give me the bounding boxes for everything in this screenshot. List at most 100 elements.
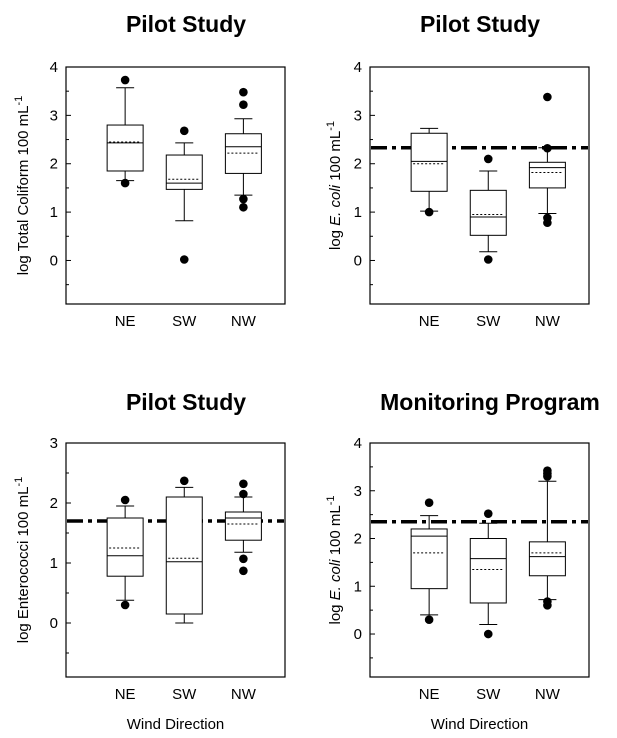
box-SW — [469, 154, 507, 264]
x-category-label: SW — [172, 686, 197, 703]
outlier-point — [543, 143, 552, 153]
outlier-point — [543, 472, 552, 481]
y-tick-label: 4 — [50, 59, 58, 76]
outlier-point — [483, 629, 493, 639]
box-iqr — [528, 541, 566, 577]
plot-frame — [369, 66, 590, 305]
x-axis-label: Wind Direction — [431, 716, 529, 733]
outlier-point — [120, 178, 130, 188]
box-iqr — [410, 132, 448, 192]
y-tick-label: 2 — [50, 495, 58, 512]
y-tick-label: 2 — [354, 156, 362, 173]
y-tick-label: 1 — [50, 204, 58, 221]
x-category-label: NE — [115, 686, 136, 703]
y-tick-label: 1 — [50, 555, 58, 572]
x-category-label: SW — [476, 313, 501, 330]
y-tick-label: 0 — [50, 252, 58, 269]
outlier-point — [239, 566, 248, 576]
outlier-point — [120, 600, 130, 610]
y-tick-label: 1 — [354, 204, 362, 221]
box-NE — [106, 495, 144, 610]
box-iqr — [469, 538, 507, 604]
plot-frame — [65, 66, 286, 305]
chart-panel-2: Pilot Study 0 1 2 3 4 log E. coli 100 mL-1 NE SW… — [325, 11, 590, 330]
x-category-label: SW — [172, 313, 197, 330]
box-SW — [165, 126, 203, 264]
outlier-point — [424, 207, 434, 217]
outlier-point — [483, 255, 493, 264]
plot-frame — [65, 442, 286, 678]
y-tick-label: 0 — [50, 615, 58, 632]
outlier-point — [239, 489, 248, 499]
y-axis-label: log E. coli 100 mL-1 — [325, 121, 344, 250]
chart-title: Pilot Study — [126, 389, 246, 415]
outlier-point — [239, 554, 248, 564]
outlier-point — [424, 498, 434, 507]
outlier-point — [424, 615, 434, 624]
y-tick-label: 4 — [354, 59, 362, 76]
y-axis-label: log E. coli 100 mL-1 — [325, 495, 344, 624]
box-iqr — [106, 124, 144, 172]
y-tick-label: 3 — [354, 483, 362, 500]
chart-title: Pilot Study — [420, 11, 540, 37]
chart-panel-1: Pilot Study 0 1 2 3 4 log Total Coliform 100 m… — [13, 11, 286, 330]
outlier-point — [239, 87, 248, 97]
outlier-point — [483, 509, 493, 518]
box-NW — [528, 92, 566, 228]
y-axis-label: log Total Coliform 100 mL-1 — [13, 96, 32, 276]
box-iqr — [410, 528, 448, 590]
box-iqr — [165, 496, 203, 615]
y-tick-label: 2 — [354, 531, 362, 548]
y-tick-label: 0 — [354, 252, 362, 269]
y-tick-label: 2 — [50, 156, 58, 173]
outlier-point — [120, 495, 130, 505]
y-tick-label: 3 — [50, 435, 58, 452]
box-NE — [410, 127, 448, 217]
chart-panel-4: Monitoring Program 0 1 2 3 4 log E. coli 100 m… — [325, 389, 600, 733]
x-category-label: SW — [476, 686, 501, 703]
x-category-label: NE — [419, 313, 440, 330]
x-axis-label: Wind Direction — [127, 716, 225, 733]
box-NW — [224, 479, 262, 576]
x-category-label: NW — [535, 313, 561, 330]
outlier-point — [239, 194, 248, 204]
box-iqr — [528, 161, 566, 189]
y-tick-label: 1 — [354, 578, 362, 595]
box-SW — [469, 509, 507, 639]
outlier-point — [239, 100, 248, 110]
outlier-point — [179, 126, 189, 136]
box-SW — [165, 476, 203, 624]
box-iqr — [224, 511, 262, 541]
x-category-label: NW — [231, 313, 257, 330]
box-NW — [528, 466, 566, 610]
x-category-label: NE — [419, 686, 440, 703]
outlier-point — [239, 202, 248, 212]
y-tick-label: 3 — [354, 107, 362, 124]
outlier-point — [543, 218, 552, 228]
y-tick-label: 0 — [354, 626, 362, 643]
box-iqr — [106, 517, 144, 577]
chart-title: Monitoring Program — [380, 389, 600, 415]
box-iqr — [165, 154, 203, 190]
chart-panel-3: Pilot Study 0 1 2 3 log Enterococci 100 mL-1 N… — [13, 389, 286, 733]
y-tick-label: 3 — [50, 107, 58, 124]
x-category-label: NW — [535, 686, 561, 703]
outlier-point — [543, 92, 552, 102]
chart-title: Pilot Study — [126, 11, 246, 37]
outlier-point — [483, 154, 493, 164]
outlier-point — [543, 601, 552, 610]
x-category-label: NE — [115, 313, 136, 330]
outlier-point — [120, 75, 130, 85]
plot-frame — [369, 442, 590, 678]
x-category-label: NW — [231, 686, 257, 703]
outlier-point — [179, 476, 189, 486]
outlier-point — [179, 255, 189, 264]
box-iqr — [469, 189, 507, 236]
box-NE — [410, 498, 448, 624]
box-NE — [106, 75, 144, 188]
outlier-point — [239, 479, 248, 489]
y-tick-label: 4 — [354, 435, 362, 452]
box-NW — [224, 87, 262, 212]
y-axis-label: log Enterococci 100 mL-1 — [13, 477, 32, 644]
